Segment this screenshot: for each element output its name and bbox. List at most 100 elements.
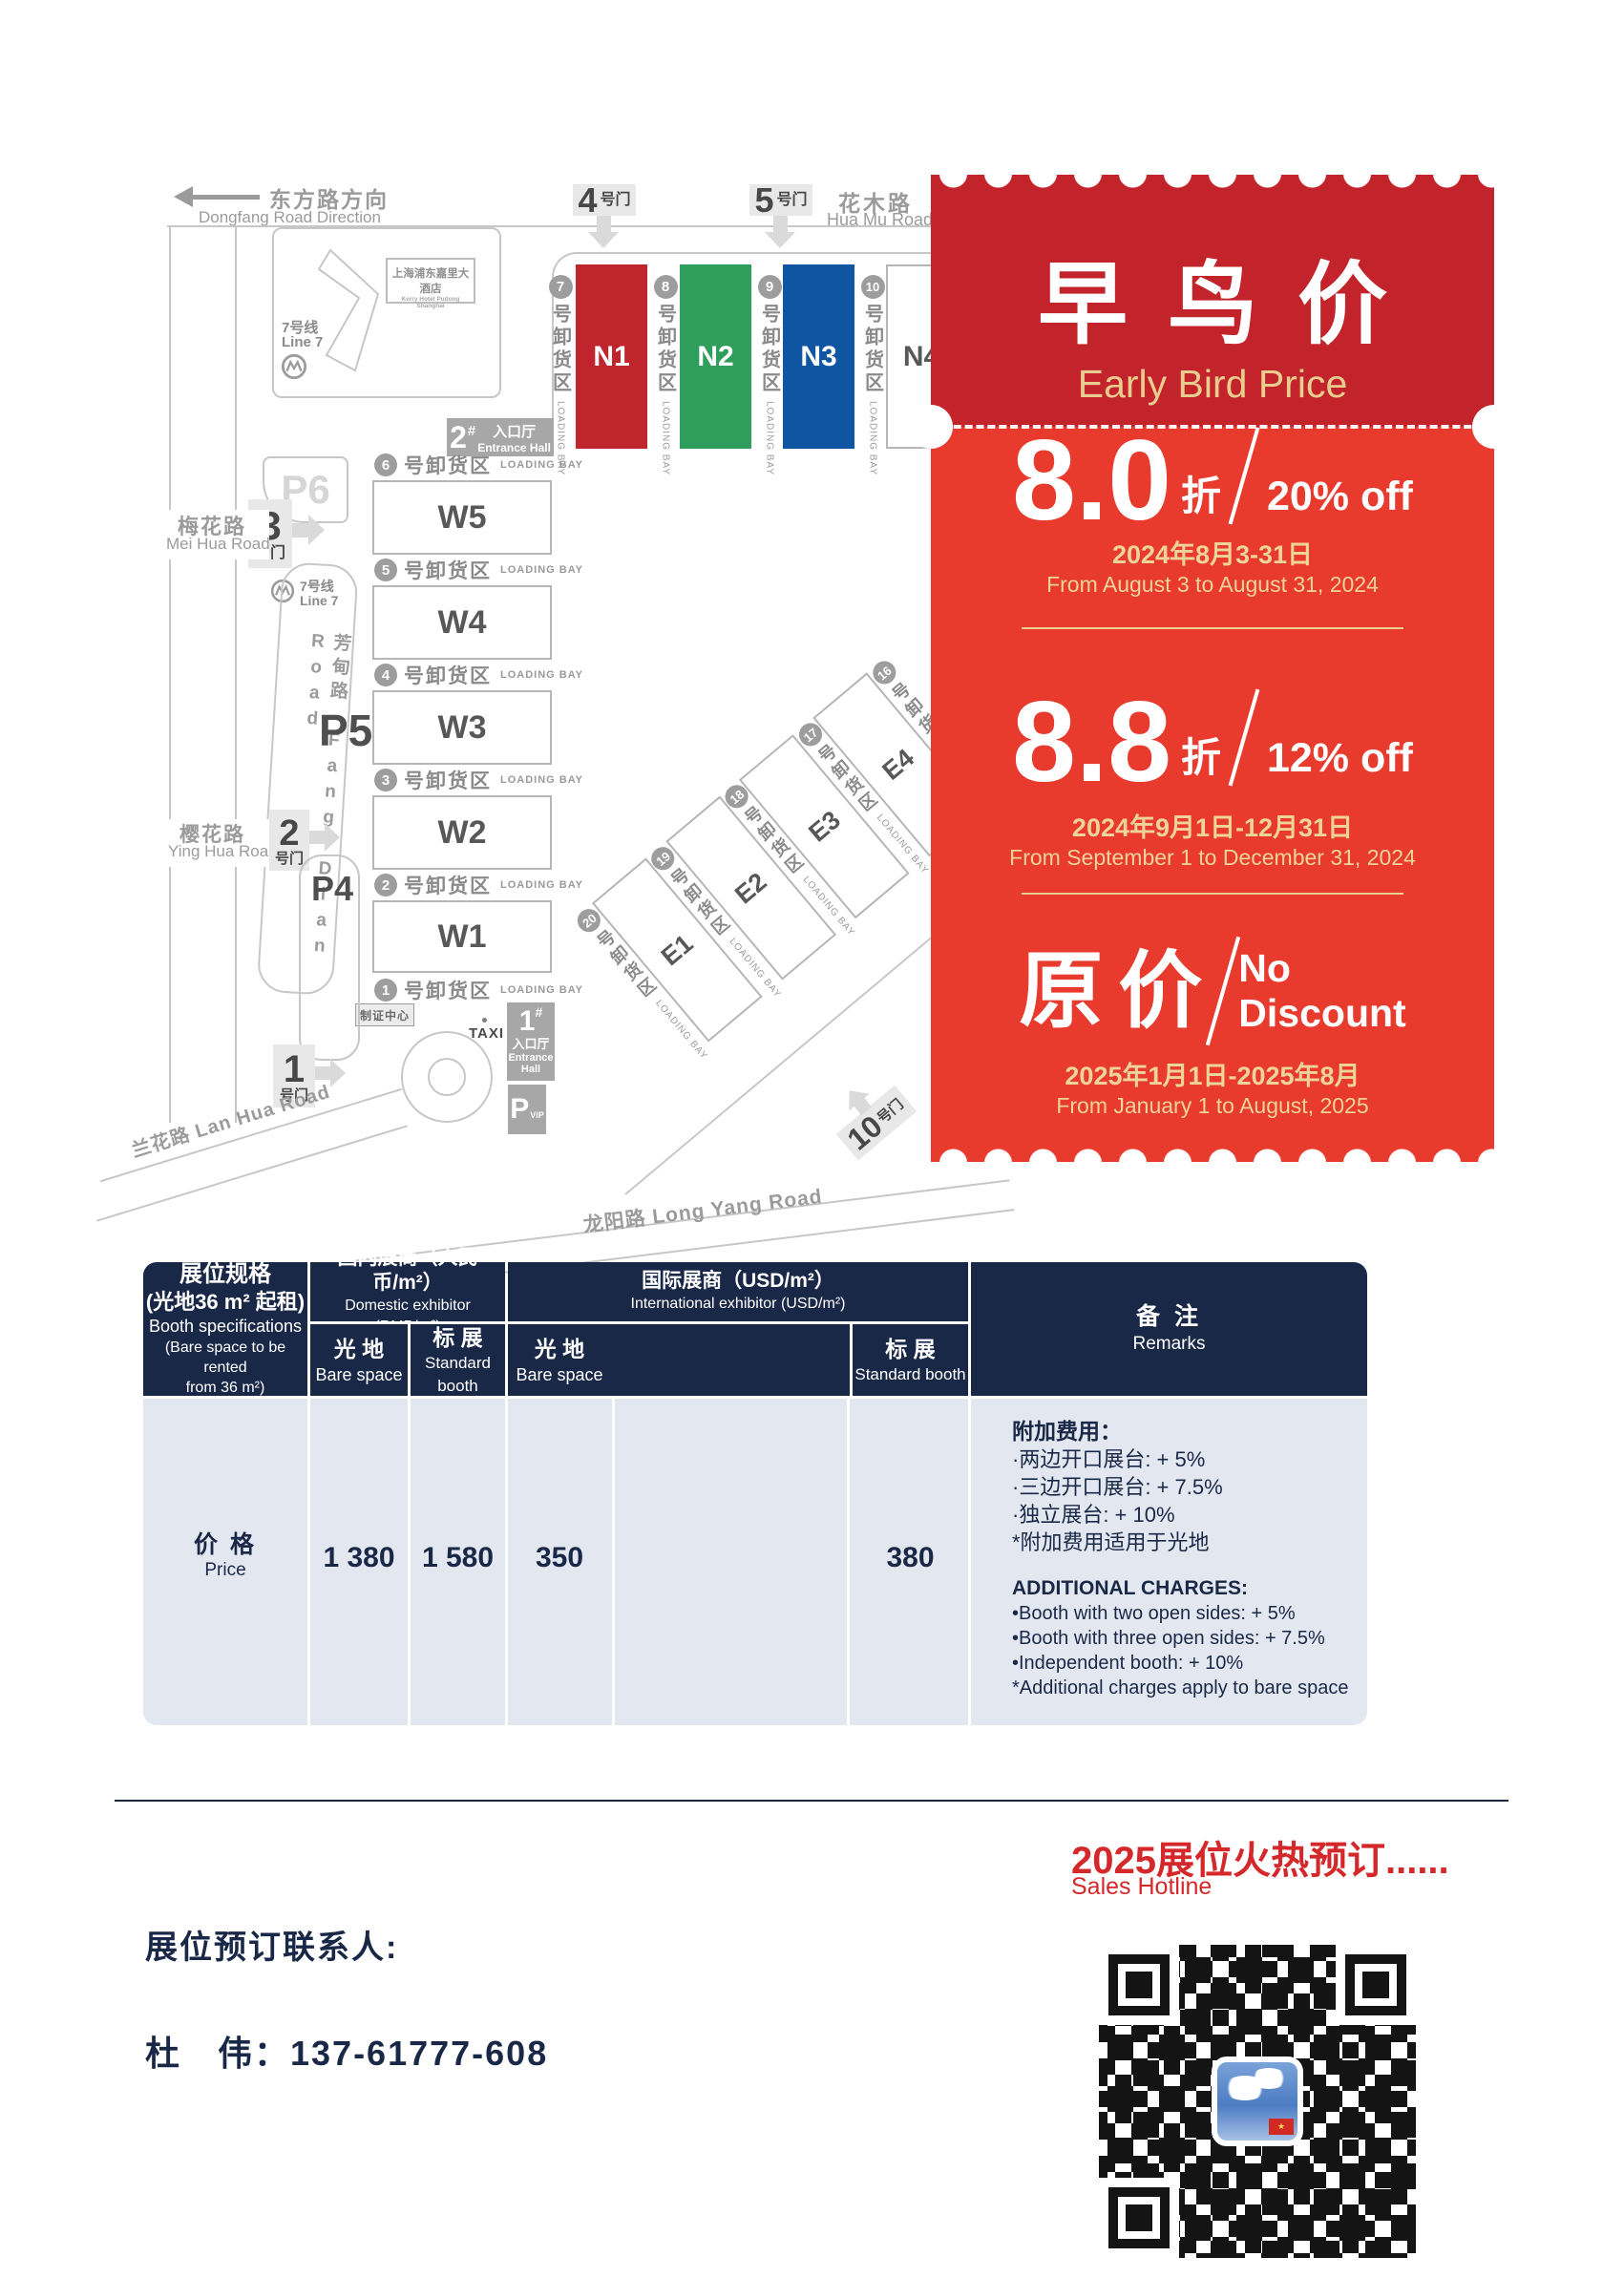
gate-2-arrow-stem: [309, 831, 325, 844]
tier-2-slash: [1228, 688, 1260, 787]
contact-label: 展位预订联系人:: [145, 1930, 399, 1966]
coupon-perforation-top: [931, 174, 1494, 190]
gate-4-arrow-stem: [597, 216, 611, 232]
remarks-zh-line: ·两边开口展台: + 5%: [1012, 1447, 1206, 1471]
loading-bay-7: 7 号卸货区 LOADING BAY: [546, 275, 575, 475]
coupon-body: [931, 427, 1494, 1162]
hall-label: W2: [437, 813, 487, 851]
gate-5-badge: 5 号门: [749, 182, 812, 217]
gate-3-arrow-icon: [308, 515, 325, 545]
price-row-label: 价 格 Price: [143, 1526, 307, 1581]
dongfang-arrow-line: [189, 195, 260, 200]
hall-label: N3: [800, 340, 837, 372]
hall-label: E3: [802, 805, 846, 848]
hall-w5: W5: [372, 480, 552, 555]
tier-1-date-en: From August 3 to August 31, 2024: [1046, 572, 1379, 597]
gate-5-arrow-icon: [765, 232, 795, 248]
tier-2-price: 8.8 折 12% off: [931, 685, 1494, 799]
bay-number: 5: [374, 559, 397, 581]
qr-finder-topleft: [1099, 1945, 1179, 2025]
spec-line2: (光地36 m² 起租): [145, 1290, 306, 1314]
tier-3-price: 原价 No Discount: [931, 934, 1494, 1048]
road-label-backing: [162, 510, 269, 559]
parking-p5-label: P5: [319, 706, 373, 755]
table-divider: [307, 1399, 310, 1725]
gate-1-badge: 1 号门: [273, 1044, 315, 1107]
tier-1-dates: 2024年8月3-31日 From August 3 to August 31,…: [931, 539, 1494, 599]
bay-label-zh: 号卸货区: [549, 304, 571, 395]
hotel-label-box: 上海浦东嘉里大酒店 Kerry Hotel Pudong Shanghai: [386, 258, 475, 309]
loading-bay-6: 6 号卸货区 LOADING BAY: [374, 453, 583, 477]
gate-4-arrow-icon: [588, 232, 619, 248]
gate-2-number: 2: [279, 812, 300, 854]
entrance-1-hash: #: [535, 1004, 543, 1020]
table-divider: [612, 1399, 615, 1725]
parking-p4-label: P4: [311, 869, 354, 908]
road-line: [167, 225, 931, 227]
hall-label: E1: [655, 928, 699, 971]
entrance-2-zh: 入口厅: [493, 423, 537, 440]
bay-label-en: LOADING BAY: [500, 459, 583, 471]
hotel-name-en: Kerry Hotel Pudong Shanghai: [401, 296, 460, 309]
price-international-bare: 350: [535, 1542, 584, 1573]
remarks-zh-line: ·独立展台: + 10%: [1012, 1503, 1175, 1527]
line7-label-en: Line 7: [282, 334, 324, 350]
hall-w2: W2: [372, 795, 552, 870]
roundabout-outer: [401, 1031, 493, 1123]
entrance-1-en2: Hall: [520, 1064, 541, 1075]
gate-3-arrow-stem: [292, 523, 308, 538]
bay-label-zh: 号卸货区: [404, 875, 492, 897]
table-header-international: 国际展商（USD/m²） International exhibitor (US…: [508, 1262, 968, 1321]
bay-number: 6: [374, 453, 397, 476]
remarks-en-title: ADDITIONAL CHARGES:: [1012, 1577, 1248, 1599]
hotel-name-zh: 上海浦东嘉里大酒店: [391, 268, 470, 295]
hotel-block-outline: [272, 227, 501, 398]
tier-2-unit: 折: [1180, 735, 1221, 780]
early-bird-coupon: 早鸟价 Early Bird Price 8.0 折 20% off 2024年…: [909, 174, 1516, 1163]
bay-number: 9: [757, 275, 782, 299]
tier-1-price: 8.0 折 20% off: [931, 423, 1494, 538]
remarks-zh-title: 附加费用：: [1012, 1419, 1122, 1444]
spec-line3: Booth specifications: [148, 1317, 303, 1336]
gate-2-suffix: 号门: [274, 850, 304, 867]
remarks-zh-line: ·三边开口展台: + 7.5%: [1012, 1475, 1223, 1499]
gate-1-arrow-stem: [315, 1066, 330, 1080]
tier-2-dates: 2024年9月1日-12月31日 From September 1 to Dec…: [931, 812, 1494, 872]
bay-number: 8: [653, 275, 678, 299]
remarks-en-line: •Booth with three open sides: + 7.5%: [1012, 1628, 1325, 1649]
line7-label-zh: 7号线: [282, 320, 319, 336]
bay-label-zh: 号卸货区: [404, 560, 492, 582]
international-zh: 国际展商（USD/m²）: [642, 1270, 834, 1292]
hall-label: E4: [876, 743, 919, 786]
tier-3-date-zh: 2025年1月1日-2025年8月: [1065, 1062, 1360, 1090]
hall-label: E2: [728, 866, 772, 910]
table-header-domestic: 国内展商（人民币/m²） Domestic exhibitor (RMB/m²): [310, 1247, 505, 1335]
taxi-dot: [482, 1018, 487, 1023]
yinghua-road-label-zh: 樱花路: [179, 824, 245, 846]
gate-5-suffix: 号门: [776, 191, 808, 208]
remarks-en: Remarks: [1132, 1334, 1206, 1354]
coupon-divider: [1022, 627, 1403, 629]
entrance-1-en1: Entrance: [508, 1052, 554, 1064]
tier-1-slash: [1228, 427, 1260, 525]
entrance-1-zh: 入口厅: [512, 1037, 550, 1051]
coupon-divider: [1022, 893, 1403, 895]
entrance-hall-1: 1# 入口厅 Entrance Hall: [507, 1002, 555, 1081]
vip-parking-p: P: [510, 1093, 530, 1125]
loading-bay-9: 9 号卸货区 LOADING BAY: [755, 275, 784, 475]
price-label-zh: 价 格: [194, 1531, 257, 1558]
col-std-zh: 标 展: [432, 1324, 483, 1350]
remarks-zh: 备 注: [1136, 1303, 1202, 1330]
entrance-2-en: Entrance Hall: [477, 440, 551, 454]
bay-label-en: LOADING BAY: [867, 401, 878, 476]
loading-bay-1: 1 号卸货区 LOADING BAY: [374, 978, 583, 1002]
table-header-international-bare: 光 地 Bare space: [508, 1335, 611, 1386]
road-line: [235, 225, 237, 1123]
gate-4-badge: 4 号门: [573, 182, 636, 217]
table-body: [143, 1399, 1367, 1725]
coupon-title-en: Early Bird Price: [1077, 362, 1348, 406]
table-divider: [847, 1399, 850, 1725]
price-international-std: 380: [886, 1542, 935, 1573]
lanhua-road-label: 兰花路 Lan Hua Road: [129, 1081, 333, 1162]
hall-w1: W1: [372, 900, 552, 973]
